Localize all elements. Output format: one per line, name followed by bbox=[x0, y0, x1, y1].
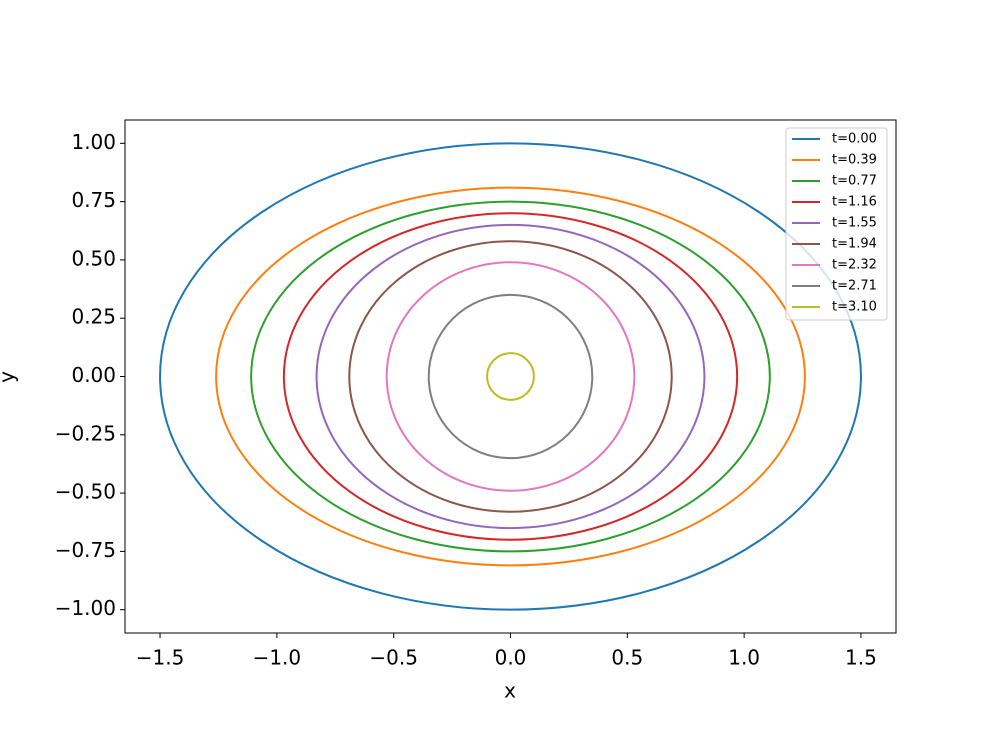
y-tick-label: 0.00 bbox=[71, 363, 116, 387]
legend-box bbox=[785, 127, 888, 321]
curve bbox=[159, 142, 862, 611]
y-tick-label: 0.75 bbox=[71, 188, 116, 212]
x-tick-label: 0.0 bbox=[495, 646, 527, 670]
legend-label: t=1.55 bbox=[832, 216, 877, 231]
legend-label: t=0.39 bbox=[832, 153, 877, 168]
curve bbox=[315, 223, 706, 530]
y-tick-label: −0.75 bbox=[55, 538, 116, 562]
y-tick-label: 0.50 bbox=[71, 246, 116, 270]
y-tick-label: 0.25 bbox=[71, 305, 116, 329]
x-axis-label: x bbox=[504, 679, 516, 703]
y-tick-label: −0.25 bbox=[55, 421, 116, 445]
legend-label: t=1.16 bbox=[832, 195, 877, 210]
legend-label: t=0.00 bbox=[832, 132, 877, 147]
plot-area bbox=[159, 142, 862, 611]
curve bbox=[486, 352, 535, 401]
y-tick-label: −0.50 bbox=[55, 480, 116, 504]
curve bbox=[215, 186, 806, 567]
legend-label: t=2.71 bbox=[832, 279, 877, 294]
y-axis-label: y bbox=[0, 371, 19, 383]
legend-label: t=1.94 bbox=[832, 237, 877, 252]
legend-label: t=3.10 bbox=[832, 300, 877, 315]
x-tick-label: −1.0 bbox=[253, 646, 302, 670]
plot-frame bbox=[124, 119, 897, 634]
curve bbox=[427, 293, 594, 460]
x-tick-label: 0.5 bbox=[611, 646, 643, 670]
curve bbox=[348, 240, 673, 513]
curve bbox=[282, 212, 739, 541]
y-tick-label: −1.00 bbox=[55, 596, 116, 620]
x-tick-label: 1.0 bbox=[728, 646, 760, 670]
x-tick-label: −0.5 bbox=[369, 646, 418, 670]
legend-label: t=0.77 bbox=[832, 174, 877, 189]
curve bbox=[385, 261, 636, 492]
y-tick-label: 1.00 bbox=[71, 130, 116, 154]
legend-label: t=2.32 bbox=[832, 258, 877, 273]
curve bbox=[250, 200, 771, 553]
x-tick-label: 1.5 bbox=[845, 646, 877, 670]
x-tick-label: −1.5 bbox=[136, 646, 185, 670]
